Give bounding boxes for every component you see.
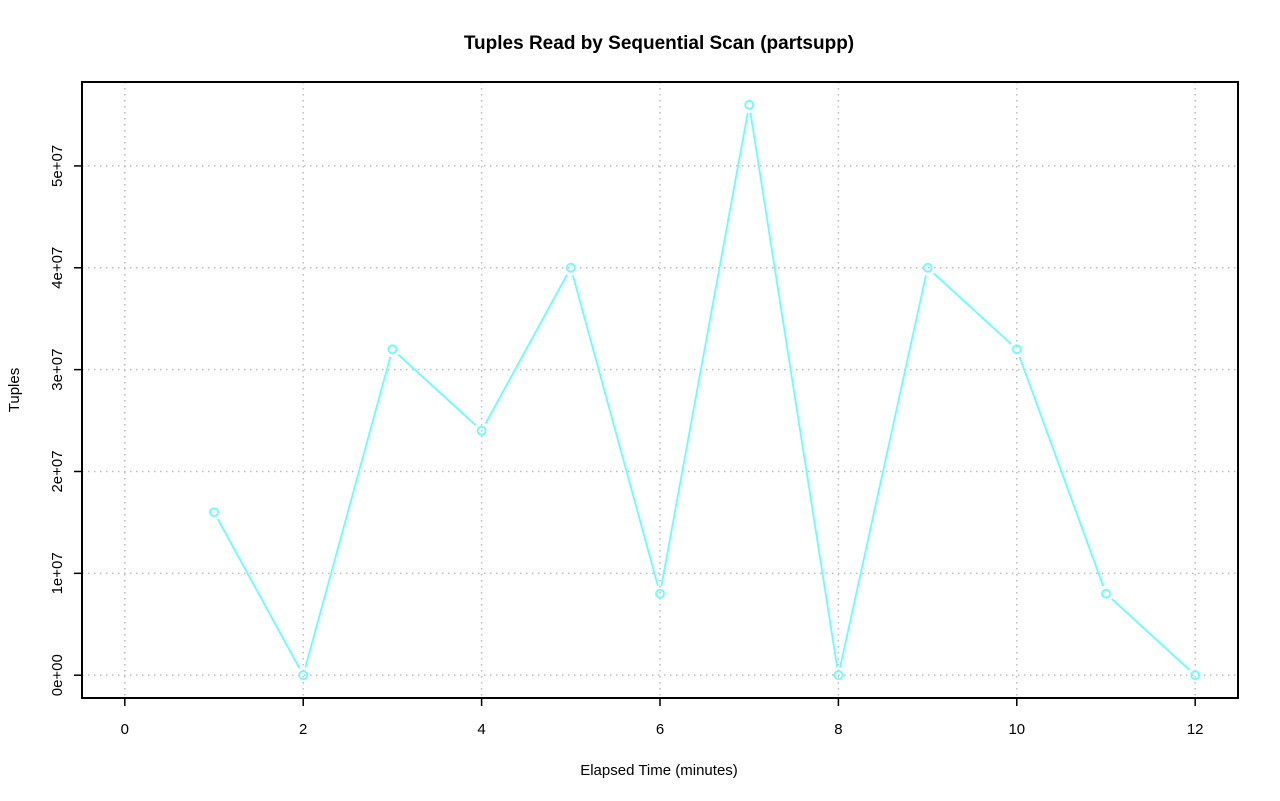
series-line-segment [660,112,749,586]
series-line-segment [839,275,927,668]
series-line-segment [932,272,1012,345]
x-tick-label: 12 [1187,721,1204,738]
data-point [387,344,398,355]
y-tick-label: 3e+07 [49,349,66,391]
y-tick-label: 5e+07 [49,145,66,187]
data-point [476,425,487,436]
data-point [655,588,665,599]
axis-ticks: 0 2 4 6 8 10 12 0e+00 1e+07 2e+07 3e+07 4e+07 5e+07 [49,145,1204,738]
series-line-segment [1111,598,1190,671]
plot-frame [81,81,1239,699]
data-point [1190,670,1201,681]
series-line-segment [217,518,301,669]
series-line-segment [572,275,659,587]
data-point [1011,344,1022,355]
data-point [1101,588,1111,599]
x-tick-label: 6 [656,721,664,738]
x-tick-label: 4 [477,721,485,738]
series-line-segment [1018,356,1105,587]
x-tick-label: 0 [121,721,129,738]
y-tick-label: 2e+07 [49,450,66,492]
data-point [298,670,309,681]
y-tick-label: 1e+07 [49,552,66,594]
data-point [922,262,933,273]
y-axis-label: Tuples [6,368,23,412]
chart-title: Tuples Read by Sequential Scan (partsupp… [464,33,854,54]
data-point [565,262,576,273]
y-tick-label: 4e+07 [49,247,66,289]
data-point [209,507,219,518]
x-tick-label: 2 [299,721,307,738]
series-line-segment [397,353,477,427]
series-line-segment [304,356,392,668]
data-point [833,670,844,681]
y-tick-label: 0e+00 [49,654,66,696]
x-axis-label: Elapsed Time (minutes) [580,762,738,779]
series-line-segment [749,112,839,668]
x-tick-label: 10 [1008,721,1025,738]
data-point [744,99,755,110]
x-tick-label: 8 [834,721,842,738]
grid [82,82,1238,698]
series-line-segment [484,274,568,425]
data-series [209,99,1201,681]
